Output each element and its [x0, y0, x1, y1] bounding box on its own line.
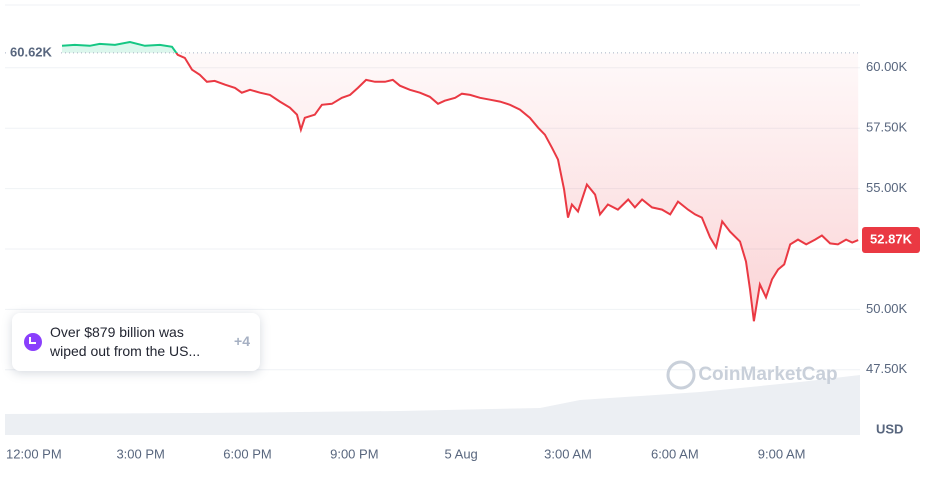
- reference-label-bg: [6, 43, 60, 62]
- volume-area: [5, 375, 860, 435]
- area-below-reference: [62, 52, 859, 322]
- current-price-label: 52.87K: [870, 231, 913, 246]
- y-tick-label: 47.50K: [866, 361, 908, 376]
- annotation-line: Over $879 billion was: [50, 324, 184, 340]
- reference-label: 60.62K: [10, 44, 53, 59]
- x-tick-label: 9:00 AM: [758, 446, 806, 461]
- watermark: CoinMarketCap: [698, 364, 837, 385]
- area-above-reference: [62, 42, 177, 53]
- annotation-card[interactable]: Over $879 billion was wiped out from the…: [12, 313, 260, 371]
- y-tick-label: 57.50K: [866, 120, 908, 135]
- y-tick-label: 60.00K: [866, 59, 908, 74]
- x-tick-label: 6:00 AM: [651, 446, 699, 461]
- current-price-badge: [862, 227, 920, 254]
- y-unit: USD: [876, 421, 903, 436]
- x-tick-label: 12:00 PM: [6, 446, 62, 461]
- watermark-logo: [666, 360, 696, 390]
- x-tick-label: 6:00 PM: [223, 446, 271, 461]
- annotation-line: wiped out from the US...: [50, 343, 201, 359]
- x-tick-label: 3:00 AM: [544, 446, 592, 461]
- annotation-count[interactable]: +4: [234, 333, 250, 349]
- annotation-text: Over $879 billion was wiped out from the…: [50, 323, 200, 361]
- x-tick-label: 3:00 PM: [116, 446, 164, 461]
- annotation-icon: [24, 333, 42, 351]
- x-tick-label: 5 Aug: [445, 446, 478, 461]
- price-line: [175, 52, 859, 322]
- y-tick-label: 50.00K: [866, 301, 908, 316]
- y-tick-label: 55.00K: [866, 180, 908, 195]
- x-tick-label: 9:00 PM: [330, 446, 378, 461]
